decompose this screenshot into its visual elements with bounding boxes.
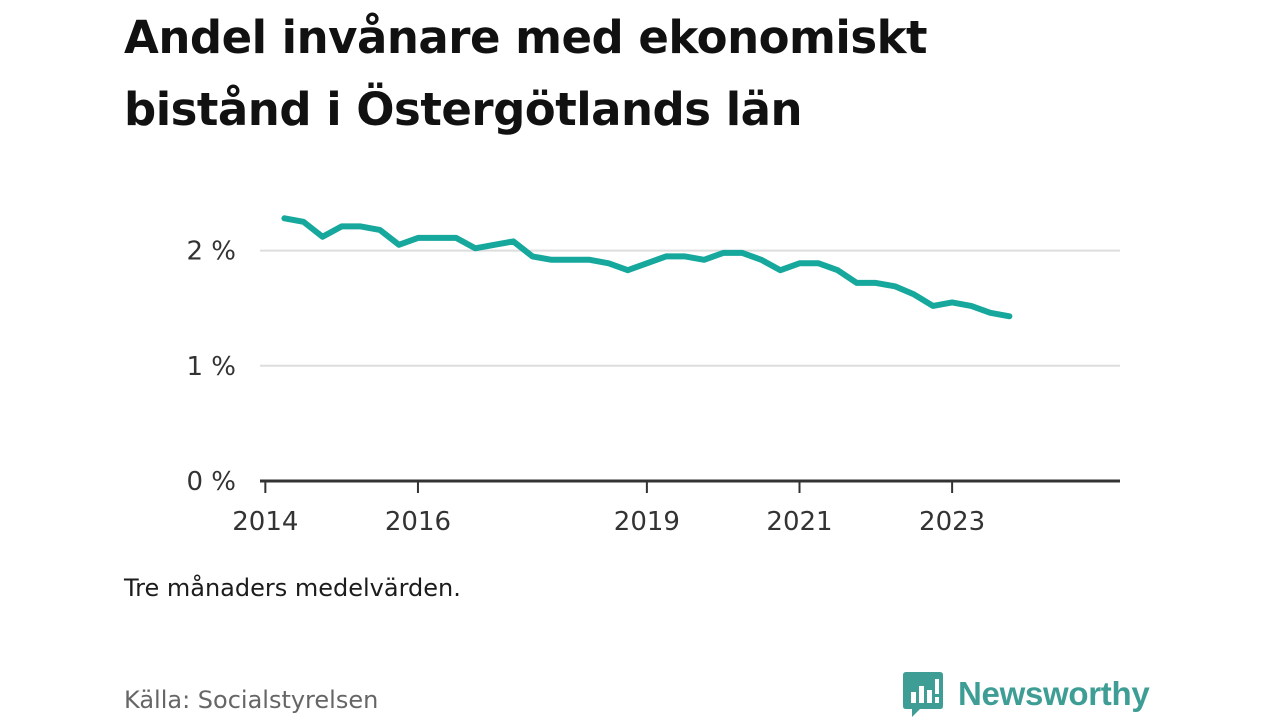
y-axis-ticks: 0 % 1 % 2 %: [186, 237, 236, 497]
x-tick-label: 2016: [385, 507, 451, 537]
x-tick-label: 2019: [614, 507, 680, 537]
line-chart: 0 % 1 % 2 % 2014 2016 2019 2021 2023: [186, 215, 1120, 537]
y-tick-label: 0 %: [186, 467, 236, 497]
newsworthy-logo-icon: [903, 672, 943, 717]
x-tick-label: 2021: [766, 507, 832, 537]
chart-title: Andel invånare med ekonomiskt bistånd i …: [124, 11, 928, 136]
x-tick-label: 2014: [232, 507, 298, 537]
y-tick-label: 1 %: [186, 352, 236, 382]
source-credit: Källa: Socialstyrelsen: [124, 686, 379, 714]
gridlines: [260, 249, 1120, 367]
y-tick-label: 2 %: [186, 237, 236, 267]
brand-name: Newsworthy: [958, 675, 1150, 712]
brand-logo: Newsworthy: [902, 670, 1150, 718]
x-axis-ticks: 2014 2016 2019 2021 2023: [232, 481, 985, 537]
series-line: [281, 215, 1013, 320]
x-tick-label: 2023: [919, 507, 985, 537]
chart-note: Tre månaders medelvärden.: [124, 574, 461, 602]
